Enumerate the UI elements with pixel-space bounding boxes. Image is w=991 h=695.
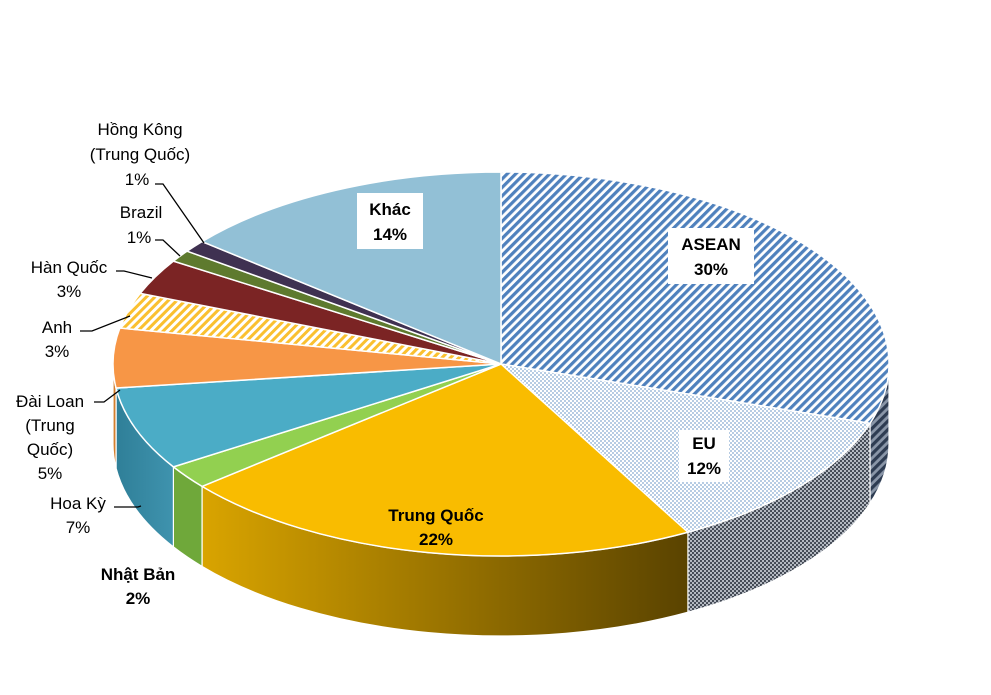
percent-label-trung-quoc: 22% <box>419 530 453 549</box>
category-label-hoa-ky: Hoa Kỳ <box>50 494 106 513</box>
data-label-nhat-ban: Nhật Bản 2% <box>101 565 176 608</box>
category-label-dai-loan-line1: Đài Loan <box>16 392 84 411</box>
data-label-han-quoc: Hàn Quốc 3% <box>31 258 108 301</box>
data-label-dai-loan: Đài Loan (Trung Quốc) 5% <box>16 392 84 483</box>
category-label-khac: Khác <box>369 200 411 219</box>
data-label-khac: Khác 14% <box>357 193 423 249</box>
leader-lines <box>80 183 205 508</box>
percent-label-hong-kong: 1% <box>125 170 150 189</box>
category-label-eu: EU <box>692 434 716 453</box>
pie-slice-khac <box>200 171 502 366</box>
category-label-han-quoc: Hàn Quốc <box>31 258 108 277</box>
category-label-hong-kong-line1: Hồng Kông <box>97 120 182 139</box>
percent-label-nhat-ban: 2% <box>126 589 151 608</box>
leader-line-hoa-ky <box>114 505 142 508</box>
data-label-anh: Anh 3% <box>42 318 72 361</box>
category-label-hong-kong-line2: (Trung Quốc) <box>90 145 190 164</box>
category-label-brazil: Brazil <box>120 203 163 222</box>
percent-label-hoa-ky: 7% <box>66 518 91 537</box>
data-label-hong-kong: Hồng Kông (Trung Quốc) 1% <box>90 120 190 189</box>
pie-slices <box>112 171 890 557</box>
leader-line-han-quoc <box>116 270 153 279</box>
category-label-dai-loan-line2: (Trung <box>25 416 74 435</box>
data-label-brazil: Brazil 1% <box>120 203 163 247</box>
data-label-trung-quoc: Trung Quốc 22% <box>388 506 483 549</box>
percent-label-asean: 30% <box>694 260 728 279</box>
leader-line-brazil <box>155 239 181 257</box>
leader-line-anh <box>80 315 131 332</box>
category-label-dai-loan-line3: Quốc) <box>27 440 73 459</box>
category-label-anh: Anh <box>42 318 72 337</box>
percent-label-dai-loan: 5% <box>38 464 63 483</box>
pie-side-walls <box>112 363 890 637</box>
percent-label-han-quoc: 3% <box>57 282 82 301</box>
data-label-eu: EU 12% <box>679 430 729 482</box>
category-label-trung-quoc: Trung Quốc <box>388 506 483 525</box>
leader-line-hong-kong <box>155 183 205 244</box>
percent-label-anh: 3% <box>45 342 70 361</box>
category-label-nhat-ban: Nhật Bản <box>101 565 176 584</box>
percent-label-khac: 14% <box>373 225 407 244</box>
leader-line-dai-loan <box>94 389 121 403</box>
category-label-asean: ASEAN <box>681 235 741 254</box>
data-label-hoa-ky: Hoa Kỳ 7% <box>50 494 106 537</box>
percent-label-eu: 12% <box>687 459 721 478</box>
data-label-asean: ASEAN 30% <box>668 228 754 284</box>
pie-slice-trung-quoc <box>200 363 690 557</box>
percent-label-brazil: 1% <box>127 228 152 247</box>
pie-slice-asean <box>500 171 890 425</box>
